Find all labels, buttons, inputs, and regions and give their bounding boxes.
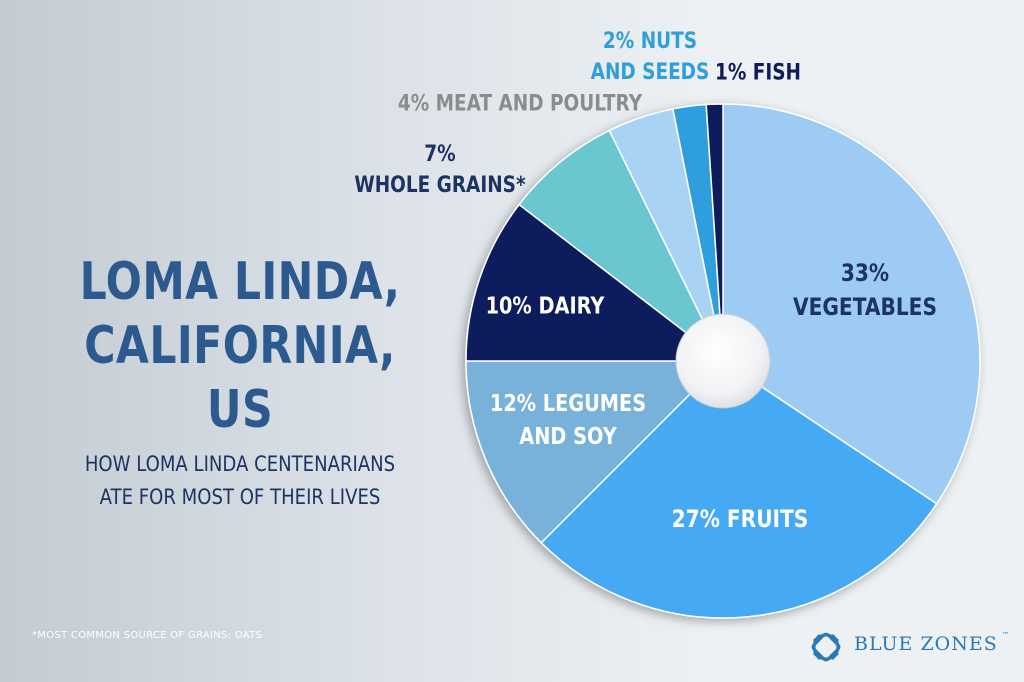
pie-label: 10% DAIRY — [486, 293, 605, 320]
logo-text: BLUE ZONES — [854, 633, 998, 655]
page-title: LOMA LINDA, CALIFORNIA, US — [76, 250, 404, 442]
pie-label: 7% — [424, 140, 455, 166]
pie-slice — [518, 129, 724, 362]
pie-label: AND SOY — [519, 423, 617, 450]
pie-slices — [465, 103, 981, 619]
blue-zones-knot-icon — [811, 632, 841, 662]
pie-slice — [465, 360, 725, 544]
title-line-2: CALIFORNIA, US — [84, 316, 396, 440]
pie-label: 2% NUTS — [603, 27, 697, 53]
subtitle-line-1: HOW LOMA LINDA CENTENARIANS — [84, 452, 396, 476]
pie-label: 4% MEAT AND POULTRY — [398, 90, 642, 116]
pie-label: VEGETABLES — [793, 293, 937, 321]
pie-label: 33% — [841, 259, 889, 287]
footnote: *MOST COMMON SOURCE OF GRAINS: OATS — [32, 630, 263, 641]
pie-slice — [465, 203, 726, 362]
pie-label: WHOLE GRAINS* — [354, 172, 526, 198]
pie-slice — [540, 360, 938, 619]
logo-trademark: ™ — [1002, 631, 1009, 639]
pie-labels: 33% VEGETABLES 27% FRUITS 12% LEGUMES AND SO… — [354, 27, 937, 533]
blue-zones-logo: BLUE ZONES ™ — [806, 627, 1016, 667]
subtitle-line-2: ATE FOR MOST OF THEIR LIVES — [99, 485, 381, 509]
donut-hole — [675, 313, 771, 409]
page-subtitle: HOW LOMA LINDA CENTENARIANS ATE FOR MOST… — [51, 448, 429, 514]
pie-label: AND SEEDS — [591, 59, 710, 85]
pie-slice — [705, 103, 724, 362]
pie-label: 12% LEGUMES — [490, 391, 646, 418]
title-line-1: LOMA LINDA, — [79, 252, 401, 312]
pie-label: 1% FISH — [715, 59, 801, 85]
pie-label: 27% FRUITS — [672, 505, 809, 533]
